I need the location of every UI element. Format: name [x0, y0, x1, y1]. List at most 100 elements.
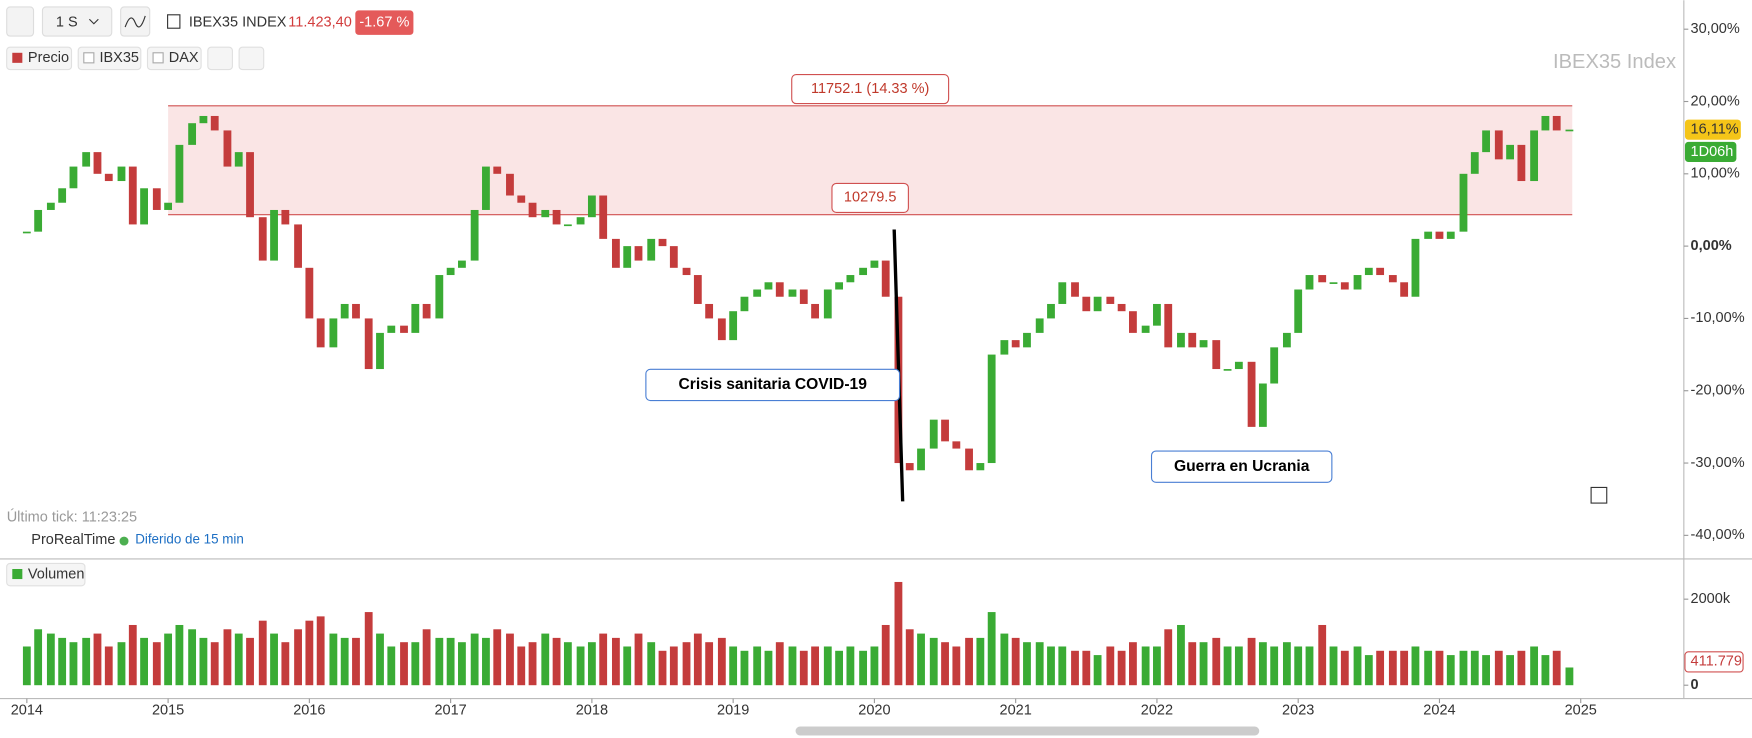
symbol: IBEX35 INDEX — [189, 14, 287, 30]
x-tick-label: 2019 — [717, 703, 749, 719]
change-badge — [355, 10, 414, 35]
volume-bar — [152, 642, 161, 686]
volume-bar — [316, 616, 325, 686]
change: -1.67 % — [359, 14, 409, 30]
candle — [1282, 332, 1291, 348]
volume-bar — [1223, 646, 1232, 686]
legend-label: IBX35 — [99, 50, 139, 66]
candle — [140, 188, 148, 225]
candle — [458, 260, 466, 268]
candle — [1023, 332, 1031, 348]
volume-bar — [493, 629, 502, 686]
volume-bar — [835, 650, 844, 686]
candle — [859, 267, 868, 276]
lock-button[interactable] — [6, 6, 35, 37]
volume-bar — [1093, 655, 1102, 686]
volume-bar — [82, 637, 91, 686]
x-tick-label: 2014 — [11, 703, 43, 719]
volume-bar — [894, 581, 903, 686]
volume-bar — [1294, 646, 1303, 686]
annotation-text: Guerra en Ucrania — [1174, 458, 1310, 475]
volume-bar — [1035, 642, 1044, 686]
candle — [199, 115, 208, 124]
candle — [234, 152, 243, 167]
volume-bar — [223, 629, 232, 686]
volume-bar — [669, 646, 678, 686]
candle — [976, 463, 985, 471]
volume-bar — [705, 642, 714, 686]
candle — [1318, 275, 1327, 283]
volume-bar — [552, 637, 561, 686]
annotation-box — [1150, 450, 1333, 483]
volume-bar — [422, 629, 431, 686]
candle — [1517, 144, 1526, 182]
dropdown-icon — [88, 18, 99, 25]
watermark: IBEX35 Index — [1553, 51, 1676, 73]
candle — [764, 282, 773, 290]
list-button[interactable] — [238, 46, 265, 71]
volume-legend[interactable] — [6, 562, 86, 587]
legend-swatch — [12, 52, 23, 63]
candle — [58, 188, 67, 203]
volume-bar — [258, 620, 267, 686]
candle — [1058, 282, 1067, 304]
volume-bar — [1188, 642, 1197, 686]
volume-bar — [987, 612, 996, 686]
candle — [1000, 340, 1009, 355]
volume-bar — [563, 642, 572, 686]
volume-bar — [823, 646, 832, 686]
candle — [1506, 144, 1515, 160]
candle — [587, 195, 596, 218]
volume-bar — [58, 637, 67, 686]
candle — [1093, 296, 1102, 312]
x-tick-label: 2016 — [293, 703, 325, 719]
candle — [1400, 282, 1409, 297]
volume-bar — [294, 629, 302, 686]
volume-bar — [270, 633, 278, 686]
x-tick-label: 2020 — [858, 703, 890, 719]
candle — [281, 209, 290, 225]
volume-bar — [1000, 633, 1009, 686]
candle — [1411, 238, 1420, 297]
candle — [22, 231, 31, 234]
countdown-badge — [1684, 141, 1737, 163]
legend-checkbox[interactable] — [152, 52, 164, 64]
legend-label: DAX — [169, 50, 199, 66]
volume-bar — [104, 646, 113, 686]
candle — [82, 152, 91, 167]
volume-bar — [788, 646, 797, 686]
volume-bar — [1082, 650, 1091, 686]
candle — [753, 289, 762, 297]
last-volume-badge — [1684, 651, 1744, 673]
volume-bar — [69, 642, 78, 686]
legend-checkbox[interactable] — [83, 52, 95, 64]
info-icon[interactable] — [1590, 486, 1608, 504]
candle — [258, 217, 267, 261]
scrollbar[interactable] — [795, 726, 1260, 736]
candle — [1082, 296, 1091, 312]
volume-bar — [1212, 637, 1221, 686]
volume-bar — [1470, 650, 1479, 686]
candle — [1106, 296, 1115, 304]
x-tick-label: 2025 — [1565, 703, 1597, 719]
volume-bar — [340, 637, 349, 686]
volume-bar — [587, 642, 596, 686]
volume-bar — [1388, 650, 1397, 686]
volume-bar — [952, 646, 961, 686]
candle — [1364, 267, 1373, 276]
timeframe-button[interactable] — [41, 6, 113, 37]
candle — [811, 303, 819, 319]
volume-bar — [528, 642, 537, 686]
info-icon[interactable] — [167, 14, 181, 29]
volume-bar — [446, 637, 455, 686]
volume-title: Volumen — [28, 566, 84, 582]
chart-style-button[interactable] — [207, 46, 233, 71]
candle — [1470, 152, 1479, 174]
volume-bar — [329, 633, 338, 686]
candle — [69, 166, 78, 189]
candle — [788, 289, 797, 297]
legend-item[interactable] — [6, 46, 73, 71]
volume-bar — [775, 642, 784, 686]
candle — [305, 267, 314, 319]
candle — [1376, 267, 1385, 276]
